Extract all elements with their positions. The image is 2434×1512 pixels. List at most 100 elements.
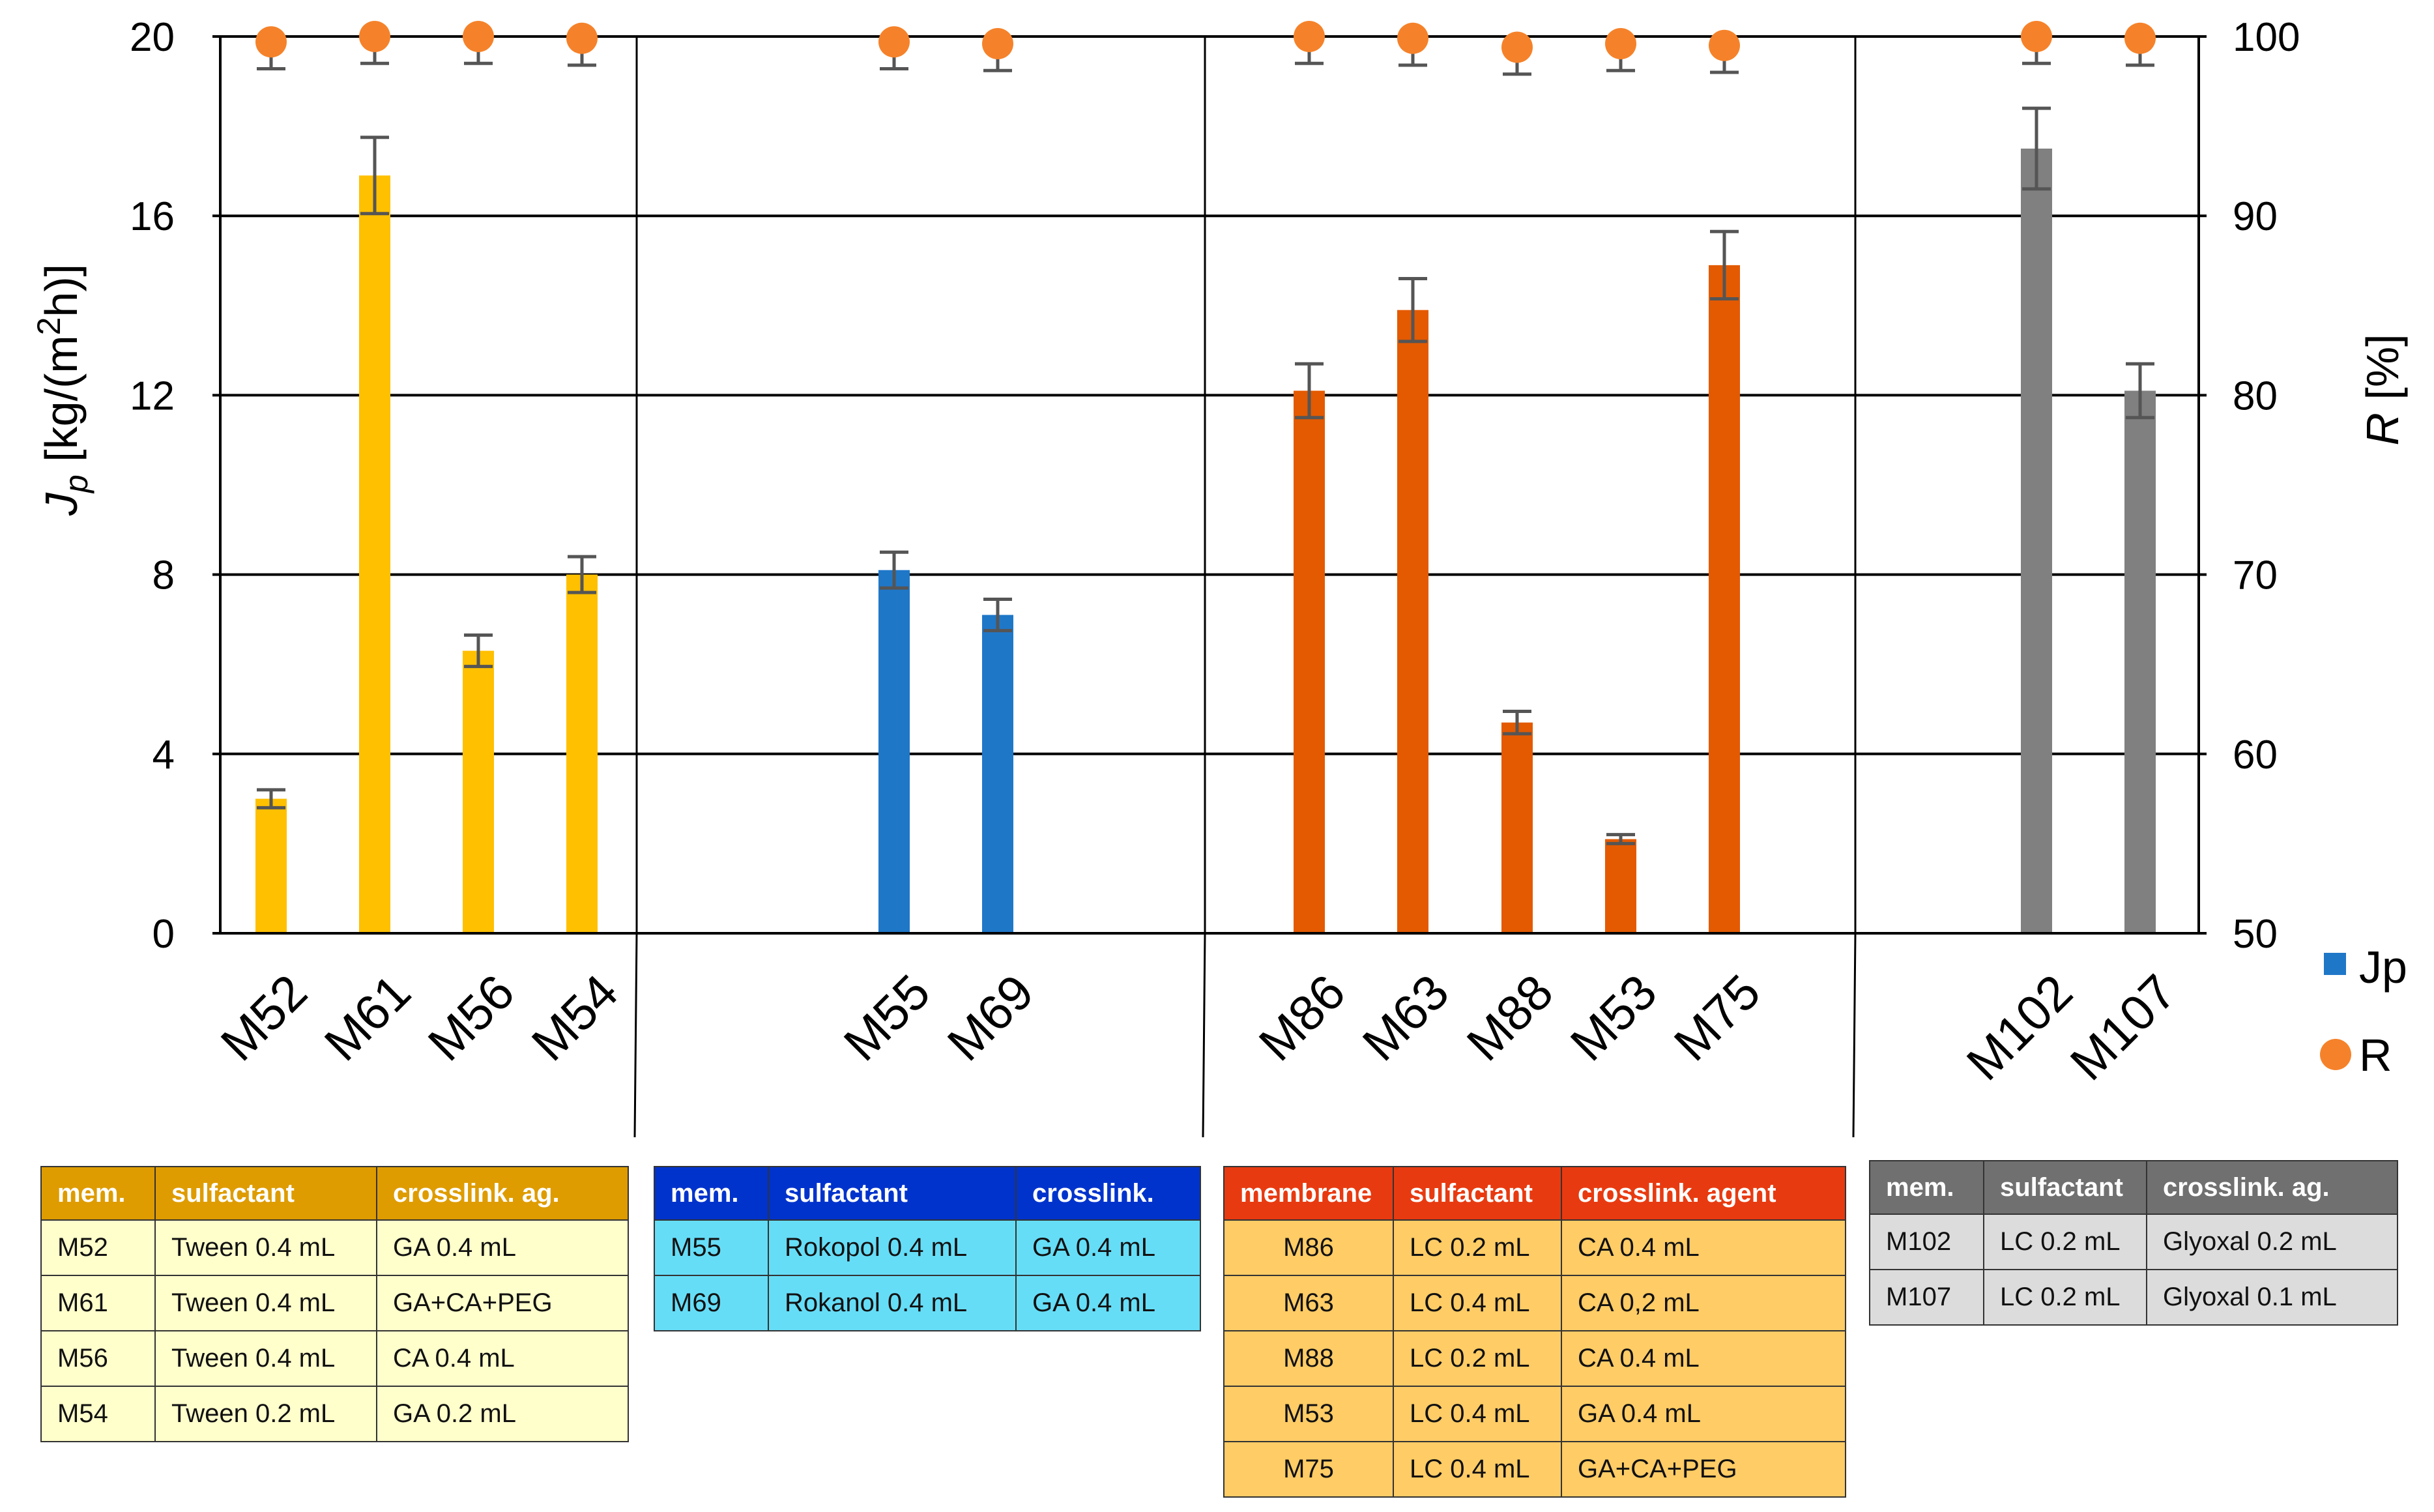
bar-m63 [1397, 310, 1428, 933]
left-tick-label: 20 [130, 15, 175, 60]
table-row: M86 LC 0.2 mL CA 0.4 mL [1223, 1219, 1846, 1276]
table-row: M102 LC 0.2 mL Glyoxal 0.2 mL [1869, 1214, 2398, 1270]
table-cell: CA 0.4 mL [1561, 1330, 1846, 1387]
r-point-m107 [2124, 22, 2156, 54]
r-point-m55 [878, 26, 910, 58]
table-cell: M61 [40, 1275, 156, 1331]
legend-marker-r [2320, 1039, 2351, 1070]
right-tick-label: 50 [2233, 912, 2278, 957]
table-row: M88 LC 0.2 mL CA 0.4 mL [1223, 1330, 1846, 1387]
x-tick-label: M63 [1352, 965, 1460, 1072]
table-cell: GA+CA+PEG [376, 1275, 629, 1331]
r-point-m86 [1294, 21, 1325, 52]
table-header-cell: mem. [40, 1166, 156, 1221]
table-cell: LC 0.4 mL [1393, 1386, 1562, 1442]
table-cell: LC 0.4 mL [1393, 1275, 1562, 1331]
table-cell: Rokanol 0.4 mL [768, 1275, 1017, 1331]
bar-m54 [566, 574, 598, 933]
bar-m107 [2124, 390, 2156, 933]
table-cell: M63 [1223, 1275, 1394, 1331]
bar-m75 [1709, 265, 1740, 933]
table-cell: M53 [1223, 1386, 1394, 1442]
table-group-rokopol: mem. sulfactant crosslink. M55 Rokopol 0.… [654, 1166, 1201, 1331]
left-tick-label: 0 [152, 912, 175, 957]
right-tick-label: 90 [2233, 194, 2278, 239]
r-point-m63 [1397, 22, 1428, 54]
right-tick-labels: 50 60 70 80 90 100 [2233, 15, 2300, 957]
r-point-m69 [982, 28, 1013, 60]
bars [255, 149, 2156, 933]
table-cell: Tween 0.4 mL [154, 1275, 377, 1331]
gridlines [220, 35, 2199, 755]
table-row: M61 Tween 0.4 mL GA+CA+PEG [40, 1275, 629, 1331]
table-group-tween: mem. sulfactant crosslink. ag. M52 Tween … [40, 1166, 629, 1442]
legend-marker-jp [2324, 953, 2346, 975]
bar-m52 [255, 798, 287, 933]
table-group-glyoxal: mem. sulfactant crosslink. ag. M102 LC 0.… [1869, 1160, 2398, 1326]
r-point-m52 [255, 26, 287, 58]
bar-m69 [982, 615, 1013, 933]
table-row: M52 Tween 0.4 mL GA 0.4 mL [40, 1219, 629, 1276]
legend: Jp R [2320, 942, 2407, 1081]
x-tick-label: M69 [937, 965, 1045, 1072]
table-cell: GA 0.4 mL [1561, 1386, 1846, 1442]
bar-m55 [878, 570, 910, 933]
left-tick-label: 4 [152, 733, 175, 778]
r-point-m53 [1605, 28, 1636, 60]
table-cell: M52 [40, 1219, 156, 1276]
bar-m102 [2021, 149, 2052, 933]
table-cell: Rokopol 0.4 mL [768, 1219, 1017, 1276]
bar-m86 [1294, 390, 1325, 933]
table-header-cell: sulfactant [1393, 1166, 1562, 1221]
group-dividers [633, 36, 1857, 1138]
x-tick-label: M55 [833, 965, 941, 1072]
x-tick-label: M86 [1249, 965, 1356, 1072]
table-cell: CA 0.4 mL [1561, 1219, 1846, 1276]
left-axis-label: Jp [kg/(m2h)] [31, 264, 94, 516]
table-cell: GA 0.4 mL [1015, 1219, 1201, 1276]
table-cell: CA 0.4 mL [376, 1330, 629, 1387]
table-header-cell: sulfactant [1983, 1160, 2147, 1215]
r-point-m88 [1501, 31, 1533, 63]
table-row: M107 LC 0.2 mL Glyoxal 0.1 mL [1869, 1269, 2398, 1326]
table-group-lc: membrane sulfactant crosslink. agent M86… [1223, 1166, 1846, 1498]
bar-m53 [1605, 839, 1636, 933]
x-tick-label: M107 [2060, 965, 2187, 1092]
table-cell: GA 0.4 mL [1015, 1275, 1201, 1331]
table-cell: M56 [40, 1330, 156, 1387]
left-tick-label: 16 [130, 194, 175, 239]
table-header-cell: crosslink. agent [1561, 1166, 1846, 1221]
legend-label-r: R [2359, 1030, 2392, 1081]
left-tick-label: 12 [130, 373, 175, 418]
table-header-cell: crosslink. ag. [376, 1166, 629, 1221]
table-cell: Tween 0.4 mL [154, 1330, 377, 1387]
table-cell: Glyoxal 0.2 mL [2146, 1214, 2398, 1270]
table-cell: LC 0.2 mL [1393, 1330, 1562, 1387]
r-point-m102 [2021, 21, 2052, 52]
r-point-m61 [359, 21, 390, 52]
bar-m88 [1501, 722, 1533, 933]
r-point-m56 [463, 21, 494, 52]
table-row: M53 LC 0.4 mL GA 0.4 mL [1223, 1386, 1846, 1442]
right-tick-label: 70 [2233, 553, 2278, 598]
bar-m61 [359, 175, 390, 933]
table-header-row: mem. sulfactant crosslink. ag. [40, 1166, 629, 1221]
table-header-cell: sulfactant [768, 1166, 1017, 1221]
r-points [255, 21, 2156, 76]
table-cell: LC 0.4 mL [1393, 1441, 1562, 1498]
table-cell: GA+CA+PEG [1561, 1441, 1846, 1498]
table-cell: M102 [1869, 1214, 1984, 1270]
r-point-m54 [566, 22, 598, 54]
table-cell: Tween 0.2 mL [154, 1386, 377, 1442]
table-cell: M69 [654, 1275, 769, 1331]
table-cell: CA 0,2 mL [1561, 1275, 1846, 1331]
table-cell: M107 [1869, 1269, 1984, 1326]
legend-label-jp: Jp [2359, 942, 2407, 993]
table-cell: Glyoxal 0.1 mL [2146, 1269, 2398, 1326]
table-header-cell: mem. [654, 1166, 769, 1221]
r-point-m75 [1709, 29, 1740, 61]
table-cell: LC 0.2 mL [1983, 1214, 2147, 1270]
right-tick-label: 100 [2233, 15, 2300, 60]
